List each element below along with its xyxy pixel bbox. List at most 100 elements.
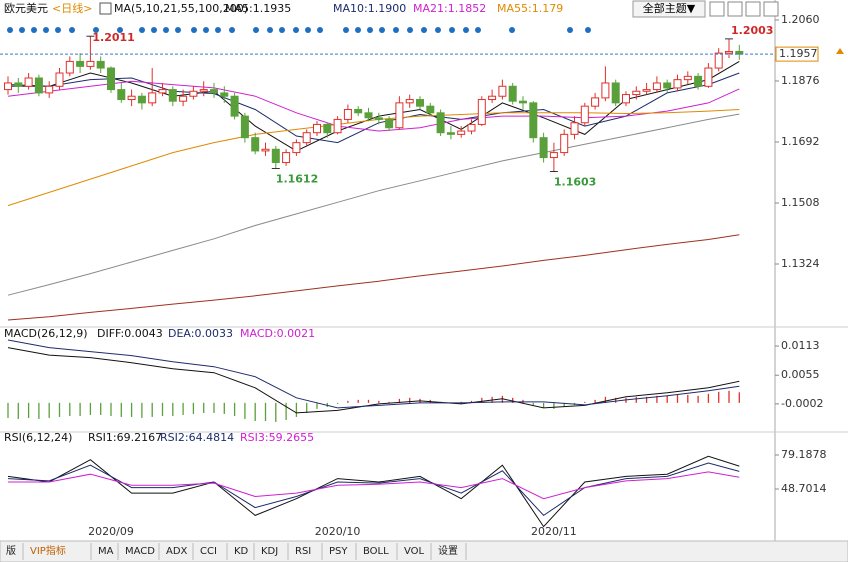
y-tick-label: 1.1324 [781,257,820,270]
icon[interactable] [763,1,779,17]
event-dot [317,27,323,33]
candle-body [374,117,383,120]
event-dot [191,27,197,33]
candle-body [230,95,239,117]
panel-title: 欧元美元 [4,2,48,15]
y-tick-label: 1.1692 [781,135,820,148]
y-tick-label: 79.1878 [781,448,827,461]
annotation-label: 1.2003 [731,24,773,37]
candle-body [261,148,270,152]
tab[interactable]: MACD [125,546,155,557]
y-tick-label: 1.1876 [781,74,820,87]
event-dot [163,27,169,33]
candle-body [65,60,74,74]
candle-body [158,89,167,94]
candle-body [622,94,630,104]
candle-body [24,77,33,87]
candle-body [601,82,610,99]
x-tick-label: 2020/10 [315,525,361,538]
icon[interactable] [727,1,743,17]
icon[interactable] [709,1,725,17]
tab[interactable]: VIP指标 [30,544,66,557]
tab[interactable]: ADX [166,546,188,557]
candle-body [148,92,157,104]
legend-entry: MACD:0.0021 [240,327,315,340]
event-dot [435,27,441,33]
series-line [7,80,740,132]
series-line [7,455,740,528]
panel-title: MACD(26,12,9) [4,327,88,340]
last-price-box [775,46,819,62]
x-tick-label: 2020/09 [88,525,134,538]
y-tick-label: 0.0113 [781,339,820,352]
candle-body [96,60,105,69]
candle-body [714,52,723,69]
series-line [8,471,740,500]
candle-body [220,92,229,97]
tab[interactable]: PSY [329,546,348,557]
candle-body [45,85,54,94]
event-dot [279,27,285,33]
candle-body [354,108,363,114]
tab[interactable]: 版 [6,544,16,557]
candle-body [519,100,527,104]
event-dot [475,27,481,33]
candle-body [189,90,198,97]
tab[interactable]: KD [234,546,249,557]
tab[interactable]: KDJ [261,546,278,557]
candle-body [107,67,115,91]
annotation-label: 1.2011 [92,31,134,44]
event-dot [343,27,349,33]
indicator-icon [99,2,112,15]
event-dot [55,27,61,33]
candle-body [385,118,394,129]
candle-body [127,95,136,101]
candle-body [137,95,146,104]
icon[interactable] [745,1,761,17]
series-line [7,339,740,409]
candle-body [405,99,414,104]
candle-body [549,152,558,159]
candle-body [395,102,404,129]
candle-body [704,67,713,87]
tab-bar [0,540,848,562]
annotation-label: 1.1612 [276,173,318,186]
tab[interactable]: BOLL [363,546,389,557]
event-dot [151,27,157,33]
event-dot [267,27,273,33]
candle-body [302,132,311,144]
candle-body [55,72,64,87]
series-line [7,234,740,321]
candle-body [436,112,445,134]
event-dot [139,27,145,33]
toolbar-icons[interactable] [709,1,779,17]
candle-body [14,82,23,87]
event-dot [355,27,361,33]
legend-entry: MA10:1.1900 [333,2,406,15]
theme-button[interactable] [632,0,706,18]
candle-body [570,122,579,135]
legend-entry: RSI3:59.2655 [240,431,314,444]
candle-body [282,152,291,164]
event-dot [567,27,573,33]
legend-entry: MA21:1.1852 [413,2,486,15]
tab[interactable]: VOL [404,546,425,557]
legend-entry: DIFF:0.0043 [97,327,163,340]
candle-body [251,137,260,152]
panel-title: RSI(6,12,24) [4,431,72,444]
period-label[interactable]: <日线> [52,1,92,15]
event-dot [449,27,455,33]
tab[interactable]: RSI [295,546,311,557]
event-dot [509,27,515,33]
series-line [7,113,740,296]
candle-body [580,105,589,124]
y-tick-label: -0.0002 [781,397,823,410]
event-dot [31,27,37,33]
candle-body [343,108,352,120]
y-tick-label: 1.1508 [781,196,820,209]
candle-body [292,142,301,154]
theme-button-label[interactable]: 全部主题▼ [643,1,696,15]
tab[interactable]: 设置 [438,545,458,557]
tab[interactable]: CCI [200,546,217,557]
tab[interactable]: MA [98,546,114,557]
